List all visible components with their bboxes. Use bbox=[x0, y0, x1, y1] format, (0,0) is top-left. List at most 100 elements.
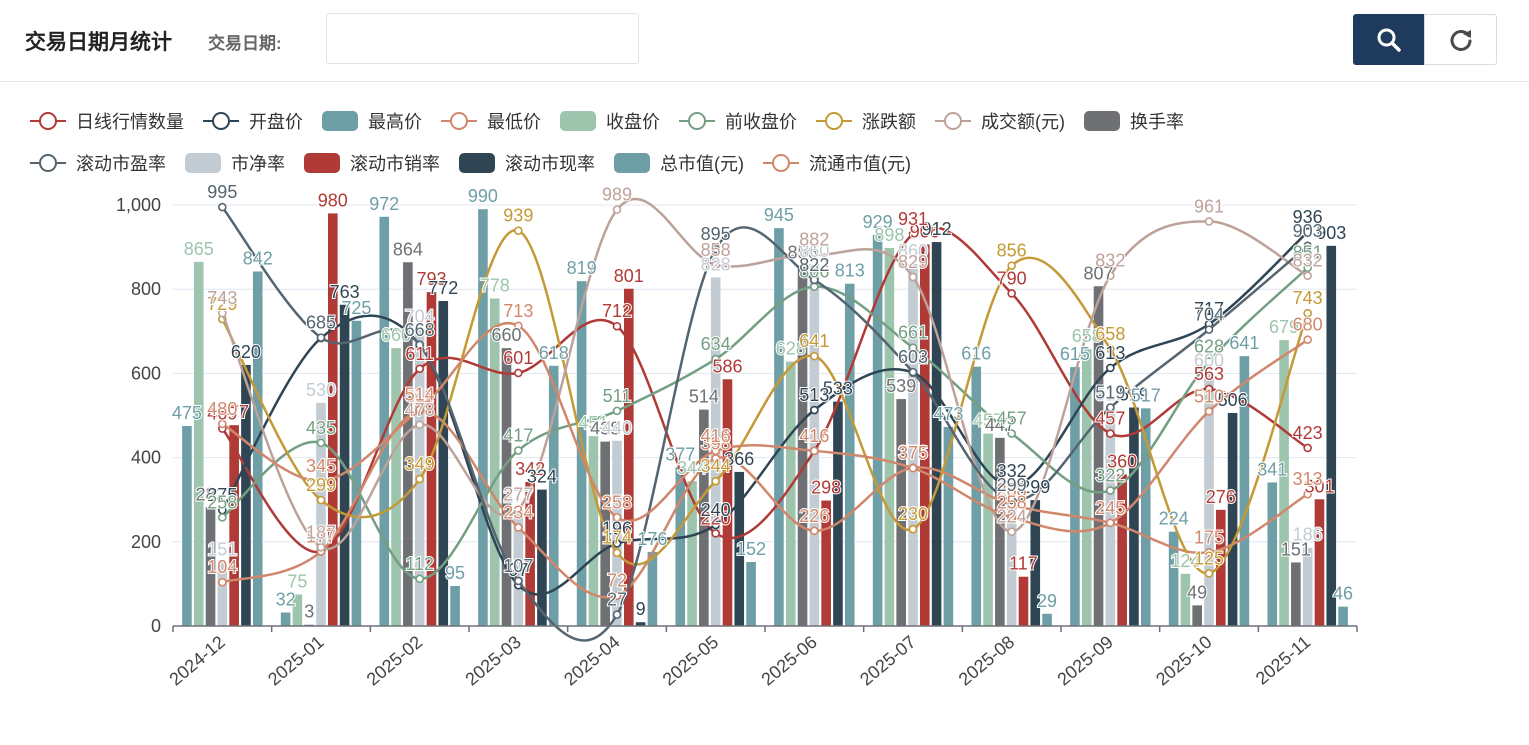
x-tick-label: 2025-06 bbox=[757, 632, 820, 690]
bar-value-label: 224 bbox=[1159, 509, 1189, 529]
search-button[interactable] bbox=[1353, 14, 1425, 65]
line-point bbox=[1204, 406, 1214, 416]
line-value-label: 349 bbox=[405, 454, 435, 474]
legend-item[interactable]: 成交额(元) bbox=[935, 108, 1065, 134]
line-value-label: 107 bbox=[503, 556, 533, 576]
legend-item[interactable]: 前收盘价 bbox=[679, 108, 797, 134]
line-point bbox=[1106, 271, 1115, 281]
legend-item[interactable]: 最高价 bbox=[322, 108, 422, 134]
bar-value-label: 865 bbox=[184, 239, 214, 259]
refresh-icon bbox=[1450, 29, 1471, 51]
legend-row: 滚动市盈率 市净率 滚动市销率 滚动市现率 总市值(元) 流通市值(元) bbox=[30, 142, 1360, 184]
legend-item[interactable]: 市净率 bbox=[185, 150, 285, 176]
line-value-label: 187 bbox=[306, 522, 336, 542]
line-point bbox=[316, 476, 326, 486]
bar-value-label: 49 bbox=[1187, 582, 1207, 602]
line-point bbox=[612, 406, 622, 416]
bar-value-label: 539 bbox=[886, 376, 916, 396]
line-point bbox=[711, 244, 720, 254]
line-point bbox=[1303, 308, 1312, 318]
line-value-label: 72 bbox=[607, 571, 627, 591]
line-point bbox=[1303, 489, 1312, 499]
legend-item[interactable]: 换手率 bbox=[1084, 108, 1184, 134]
legend-item[interactable]: 日线行情数量 bbox=[30, 108, 184, 134]
date-input[interactable] bbox=[326, 13, 639, 64]
bar-value-label: 366 bbox=[724, 449, 754, 469]
bar bbox=[1105, 407, 1116, 626]
bar bbox=[489, 298, 500, 626]
y-tick-label: 400 bbox=[131, 448, 161, 468]
legend-item[interactable]: 滚动市现率 bbox=[459, 150, 595, 176]
line-value-label: 196 bbox=[602, 518, 632, 538]
legend-item[interactable]: 总市值(元) bbox=[614, 150, 744, 176]
x-tick-label: 2025-04 bbox=[560, 632, 623, 690]
bar-value-label: 151 bbox=[207, 539, 237, 559]
bar bbox=[1140, 408, 1151, 626]
legend-label: 滚动市现率 bbox=[505, 154, 595, 174]
legend-line-marker-icon bbox=[441, 112, 477, 130]
line-value-label: 634 bbox=[701, 334, 731, 354]
x-tick-label: 2025-07 bbox=[856, 632, 919, 690]
line-value-label: 658 bbox=[1095, 324, 1125, 344]
bar-value-label: 864 bbox=[393, 239, 423, 259]
legend-label: 最高价 bbox=[368, 112, 422, 132]
line-point bbox=[415, 340, 424, 350]
line-point bbox=[1303, 227, 1312, 237]
line-point bbox=[810, 250, 819, 259]
bar bbox=[995, 437, 1005, 626]
line-point bbox=[218, 419, 227, 429]
line-point bbox=[1204, 384, 1214, 394]
line-value-label: 258 bbox=[602, 492, 632, 512]
bar bbox=[217, 562, 228, 626]
bar bbox=[328, 213, 338, 627]
bar bbox=[920, 244, 930, 626]
bar bbox=[722, 379, 733, 626]
bar bbox=[1081, 348, 1092, 626]
line-value-label: 513 bbox=[799, 385, 829, 405]
line-value-label: 704 bbox=[1194, 305, 1224, 325]
line-point bbox=[514, 505, 523, 514]
bar bbox=[229, 425, 239, 626]
bar-value-label: 819 bbox=[567, 258, 597, 278]
search-icon bbox=[1377, 28, 1401, 52]
bar-value-label: 299 bbox=[1020, 477, 1050, 497]
bar-value-label: 763 bbox=[330, 282, 360, 302]
line-value-label: 989 bbox=[602, 185, 632, 205]
line-value-label: 829 bbox=[898, 252, 928, 272]
line-value-label: 457 bbox=[997, 409, 1027, 429]
bar bbox=[624, 288, 634, 626]
x-tick-label: 2025-05 bbox=[659, 632, 722, 690]
line-value-label: 258 bbox=[207, 492, 237, 512]
legend-row: 日线行情数量 开盘价 最高价 最低价 收盘价 前收盘价 涨跌额 成交额(元) 换手率 bbox=[30, 100, 1360, 142]
line-value-label: 230 bbox=[898, 504, 928, 524]
line-value-label: 903 bbox=[1293, 221, 1323, 241]
series-line bbox=[221, 229, 1309, 575]
line-value-label: 435 bbox=[306, 418, 336, 438]
legend-item[interactable]: 最低价 bbox=[441, 108, 541, 134]
line-value-label: 177 bbox=[306, 526, 336, 546]
legend-item[interactable]: 收盘价 bbox=[560, 108, 660, 134]
legend-item[interactable]: 滚动市销率 bbox=[304, 150, 440, 176]
refresh-button[interactable] bbox=[1424, 14, 1497, 65]
legend-line-marker-icon bbox=[30, 112, 66, 130]
bar bbox=[797, 265, 808, 626]
legend-item[interactable]: 开盘价 bbox=[203, 108, 303, 134]
line-value-label: 469 bbox=[207, 404, 237, 424]
legend-item[interactable]: 流通市值(元) bbox=[763, 150, 911, 176]
bar bbox=[746, 562, 756, 626]
legend-item[interactable]: 涨跌额 bbox=[816, 108, 916, 134]
line-value-label: 856 bbox=[997, 241, 1027, 261]
line-point bbox=[711, 354, 720, 364]
bar-value-label: 440 bbox=[602, 418, 632, 438]
bar-value-label: 277 bbox=[503, 486, 533, 506]
y-tick-label: 800 bbox=[131, 279, 161, 299]
date-label: 交易日期: bbox=[208, 34, 282, 53]
legend-item[interactable]: 滚动市盈率 bbox=[30, 150, 166, 176]
bar-value-label: 517 bbox=[1131, 385, 1161, 405]
bar-value-label: 980 bbox=[318, 190, 348, 210]
series-line bbox=[221, 322, 1309, 533]
bar bbox=[821, 500, 831, 626]
line-value-label: 416 bbox=[701, 426, 731, 446]
bar-value-label: 124 bbox=[1170, 551, 1200, 571]
